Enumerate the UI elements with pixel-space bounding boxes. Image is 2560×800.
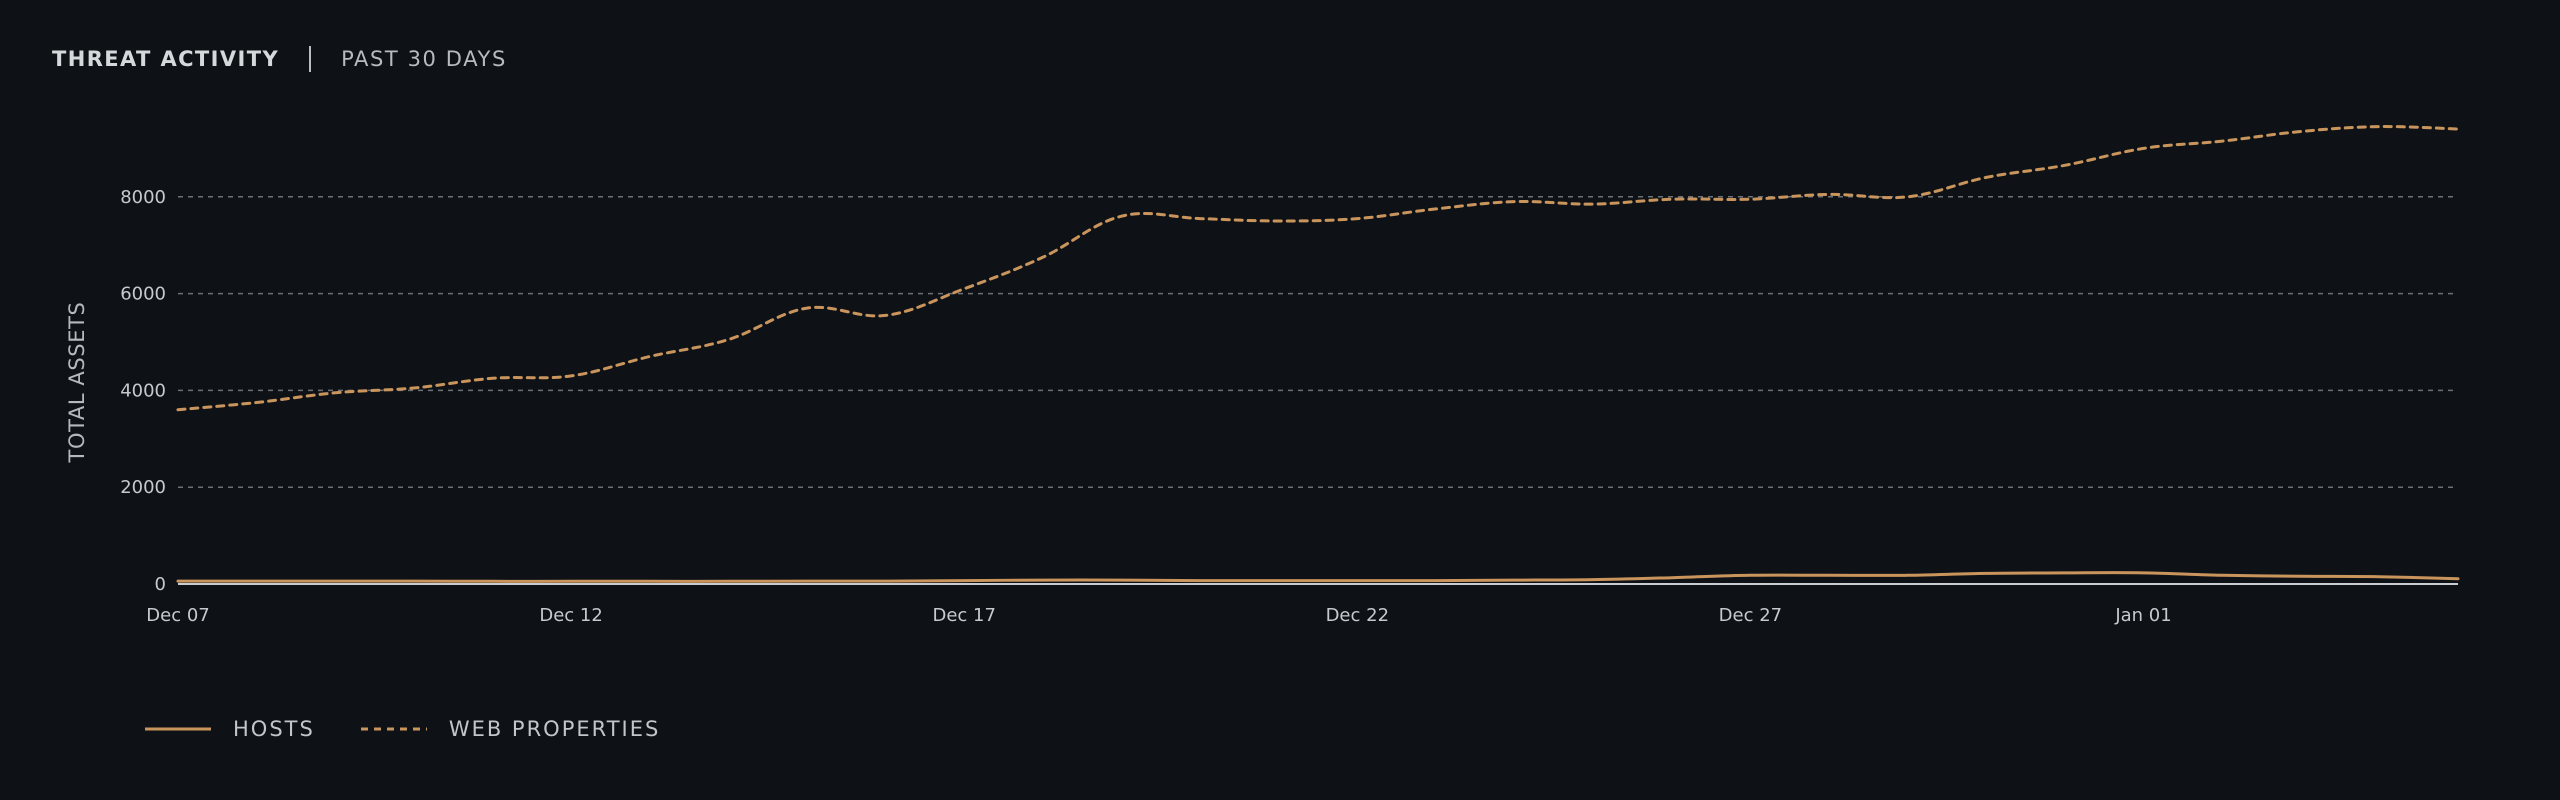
x-tick-label: Dec 07 <box>146 605 209 626</box>
x-tick-label: Dec 27 <box>1719 605 1782 626</box>
legend-label-web-properties: WEB PROPERTIES <box>448 717 661 741</box>
y-axis-ticks: 0 2000 4000 6000 8000 <box>120 187 166 595</box>
legend-swatch-dashed <box>360 727 427 731</box>
time-range-label: PAST 30 DAYS <box>341 47 507 71</box>
legend-item-web-properties[interactable]: WEB PROPERTIES <box>360 717 661 741</box>
y-axis-title: TOTAL ASSETS <box>65 302 89 464</box>
chart-legend: HOSTS WEB PROPERTIES <box>145 713 706 745</box>
series-lines <box>176 125 2460 583</box>
y-tick-label: 4000 <box>120 380 166 401</box>
x-tick-label: Jan 01 <box>2114 605 2171 626</box>
gridlines <box>178 196 2458 585</box>
series-line-web-properties[interactable] <box>176 125 2460 412</box>
x-tick-label: Dec 12 <box>539 605 602 626</box>
legend-item-hosts[interactable]: HOSTS <box>145 717 315 741</box>
x-tick-label: Dec 17 <box>932 605 995 626</box>
y-tick-label: 2000 <box>120 477 166 498</box>
y-tick-label: 0 <box>155 574 166 595</box>
y-tick-label: 8000 <box>120 187 166 208</box>
legend-swatch-solid <box>145 727 211 731</box>
header-divider <box>309 46 312 72</box>
panel-title: THREAT ACTIVITY <box>52 47 280 71</box>
x-axis-ticks: Dec 07 Dec 12 Dec 17 Dec 22 Dec 27 Jan 01 <box>146 605 2171 626</box>
y-tick-label: 6000 <box>120 284 166 305</box>
x-tick-label: Dec 22 <box>1326 605 1389 626</box>
legend-label-hosts: HOSTS <box>233 717 315 741</box>
panel-header: THREAT ACTIVITY PAST 30 DAYS <box>52 44 507 74</box>
series-line-hosts[interactable] <box>176 571 2460 583</box>
